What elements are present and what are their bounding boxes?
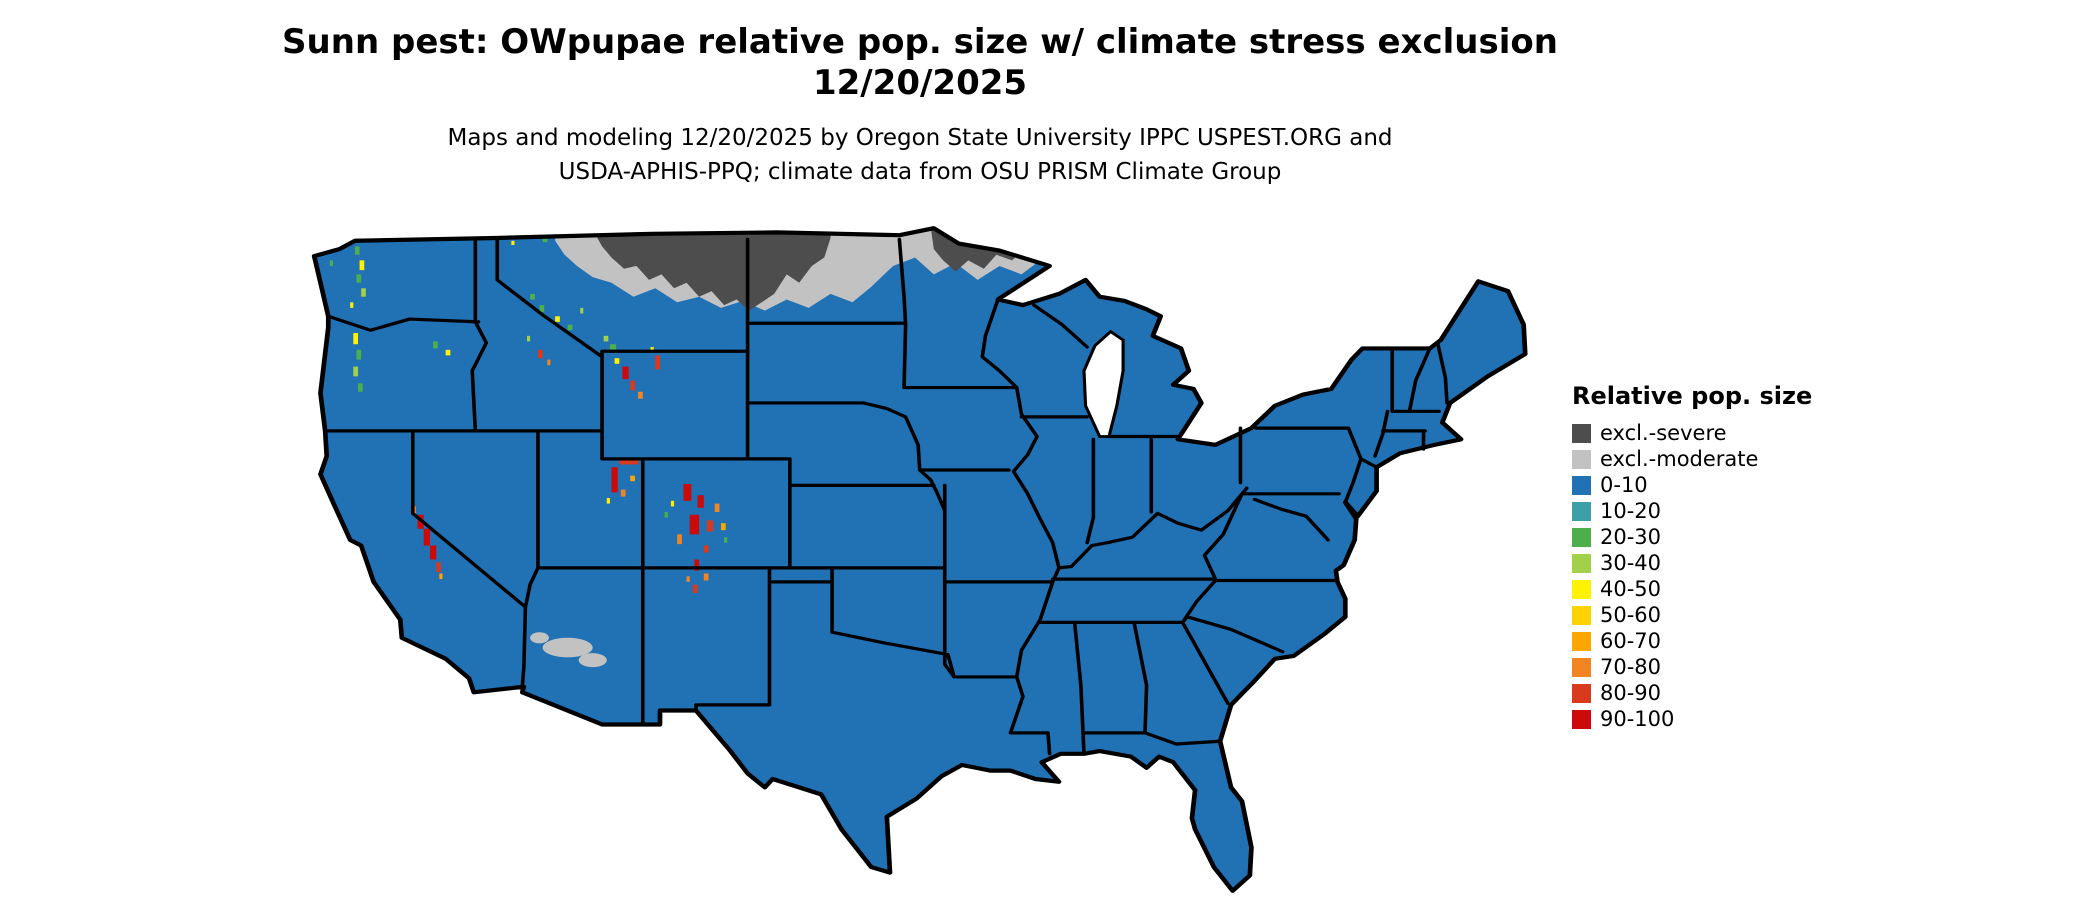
legend-swatch <box>1572 605 1591 625</box>
us-land-base <box>314 228 1526 891</box>
legend-item: 70-80 <box>1572 654 1832 680</box>
figure-title-date: 12/20/2025 <box>812 63 1028 103</box>
legend-item: 20-30 <box>1572 524 1832 550</box>
legend-item: excl.-moderate <box>1572 446 1832 472</box>
legend-item: 90-100 <box>1572 706 1832 732</box>
legend-item: 0-10 <box>1572 472 1832 498</box>
legend-label: 20-30 <box>1600 525 1662 549</box>
legend-swatch <box>1572 709 1591 729</box>
figure-subtitle: Maps and modeling 12/20/2025 by Oregon S… <box>0 121 1840 189</box>
legend-swatch <box>1572 501 1591 521</box>
lake-michigan <box>1082 329 1125 438</box>
figure-title: Sunn pest: OWpupae relative pop. size w/… <box>0 22 1840 104</box>
us-outline <box>311 226 1528 893</box>
legend-item: 80-90 <box>1572 680 1832 706</box>
legend-label: 40-50 <box>1600 577 1662 601</box>
legend-label: excl.-severe <box>1600 421 1727 445</box>
legend-swatch <box>1572 683 1591 703</box>
state-borders <box>323 237 1449 756</box>
legend-swatch <box>1572 527 1591 547</box>
figure-subtitle-line1: Maps and modeling 12/20/2025 by Oregon S… <box>447 125 1393 151</box>
legend-label: 80-90 <box>1600 681 1662 705</box>
legend-item: 30-40 <box>1572 550 1832 576</box>
legend-label: 10-20 <box>1600 499 1662 523</box>
legend-label: 0-10 <box>1600 473 1648 497</box>
legend-label: 30-40 <box>1600 551 1662 575</box>
legend-item: excl.-severe <box>1572 420 1832 446</box>
legend-item: 50-60 <box>1572 602 1832 628</box>
legend-swatch <box>1572 579 1591 599</box>
legend-swatch <box>1572 553 1591 573</box>
legend-swatch <box>1572 423 1591 443</box>
figure-title-line1: Sunn pest: OWpupae relative pop. size w/… <box>282 22 1558 62</box>
figure-subtitle-line2: USDA-APHIS-PPQ; climate data from OSU PR… <box>558 159 1282 185</box>
legend-label: excl.-moderate <box>1600 447 1759 471</box>
legend-item: 10-20 <box>1572 498 1832 524</box>
legend-swatch <box>1572 449 1591 469</box>
legend-swatch <box>1572 631 1591 651</box>
legend-items: excl.-severe excl.-moderate 0-10 10-20 20-30… <box>1572 420 1832 732</box>
legend: Relative pop. size excl.-severe excl.-mod… <box>1572 382 1832 732</box>
us-map <box>311 226 1528 893</box>
legend-label: 90-100 <box>1600 707 1675 731</box>
legend-item: 40-50 <box>1572 576 1832 602</box>
us-map-container <box>261 224 1544 909</box>
legend-label: 50-60 <box>1600 603 1662 627</box>
legend-label: 60-70 <box>1600 629 1662 653</box>
legend-swatch <box>1572 657 1591 677</box>
legend-swatch <box>1572 475 1591 495</box>
legend-title: Relative pop. size <box>1572 382 1813 410</box>
legend-item: 60-70 <box>1572 628 1832 654</box>
legend-label: 70-80 <box>1600 655 1662 679</box>
